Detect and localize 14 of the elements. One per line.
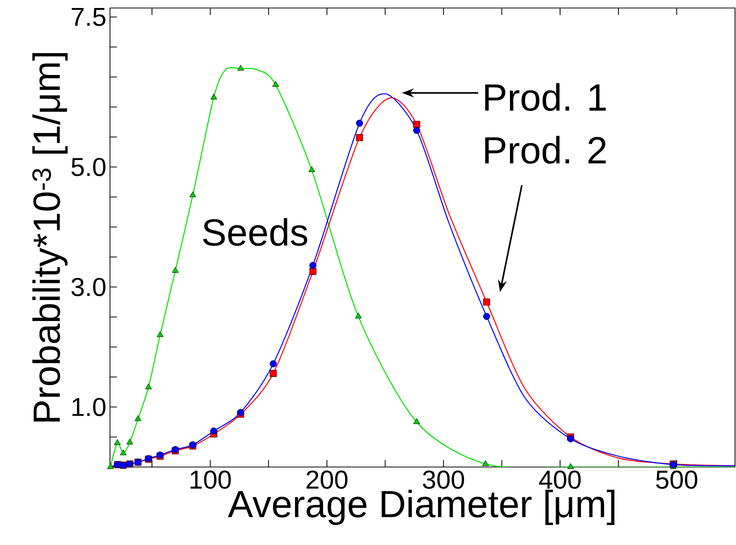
y-axis-title: Probability*10$^{-3}$ [1/μm]: [32, 53, 68, 422]
y-tick-label: 1.0: [72, 398, 106, 416]
x-tick-label: 500: [656, 470, 698, 489]
x-tick-label: 100: [190, 470, 231, 489]
y-tick-label: 7.5: [72, 8, 106, 26]
y-tick-label: 3.0: [71, 278, 106, 296]
annotation: Seeds: [203, 218, 308, 246]
x-axis-title: Average Diameter [μm]: [228, 490, 614, 525]
y-tick-label: 5.0: [72, 158, 106, 176]
annotation: Prod. 2: [485, 136, 606, 164]
x-tick-label: 300: [422, 470, 464, 489]
annotation: Prod. 1: [485, 83, 606, 111]
x-tick-label: 400: [539, 470, 581, 489]
x-tick-label: 200: [306, 470, 348, 489]
